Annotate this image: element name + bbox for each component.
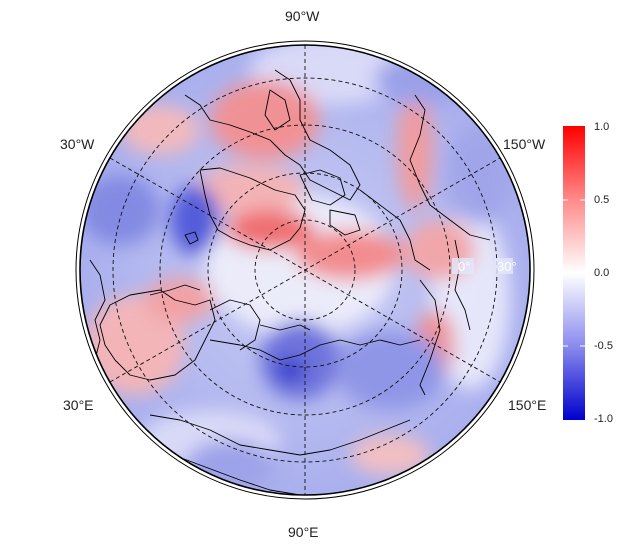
parallel-labels: 0° 30° xyxy=(452,258,517,274)
map-rim xyxy=(79,44,531,496)
colorbar-tick-0: 0.0 xyxy=(594,267,610,279)
parallel-label-30: 30° xyxy=(497,259,517,274)
meridian-label-30e: 30°E xyxy=(63,397,94,413)
colorbar-gradient xyxy=(563,126,585,420)
meridian-label-90e: 90°E xyxy=(288,524,319,540)
colorbar-tick-1: 1.0 xyxy=(594,121,610,133)
parallel-label-0: 0° xyxy=(458,259,470,274)
colorbar xyxy=(563,126,585,420)
colorbar-tick-neg-0-5: -0.5 xyxy=(594,340,613,352)
graticule xyxy=(109,45,501,495)
meridian-label-150e: 150°E xyxy=(508,397,547,413)
colorbar-tick-neg-1: -1.0 xyxy=(594,413,613,425)
meridian-label-90w: 90°W xyxy=(285,8,320,24)
meridian-label-150w: 150°W xyxy=(503,136,546,152)
coastlines xyxy=(89,69,491,495)
colorbar-tick-0-5: 0.5 xyxy=(594,194,610,206)
meridian-label-30w: 30°W xyxy=(60,136,95,152)
